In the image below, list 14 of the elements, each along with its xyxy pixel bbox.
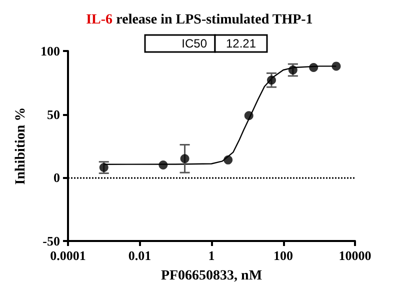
- chart-title: IL-6 release in LPS-stimulated THP-1: [86, 12, 313, 28]
- x-axis-title: PF06650833, nM: [160, 268, 262, 284]
- y-tick-label: 50: [47, 106, 60, 122]
- text: 12.21: [226, 36, 256, 50]
- y-tick-label: 0: [54, 170, 60, 186]
- text: IC50: [182, 36, 208, 50]
- x-tick-label: 0.0001: [50, 248, 86, 263]
- y-tick-label: -50: [42, 234, 60, 248]
- x-tick-label: 100: [274, 248, 293, 263]
- y-axis-title: Inhibition %: [14, 107, 28, 185]
- y-tick-label: 100: [40, 44, 60, 58]
- x-tick-label: 0.01: [128, 248, 152, 263]
- x-tick-label: 1: [208, 248, 215, 263]
- x-tick-label: 10000: [338, 248, 372, 263]
